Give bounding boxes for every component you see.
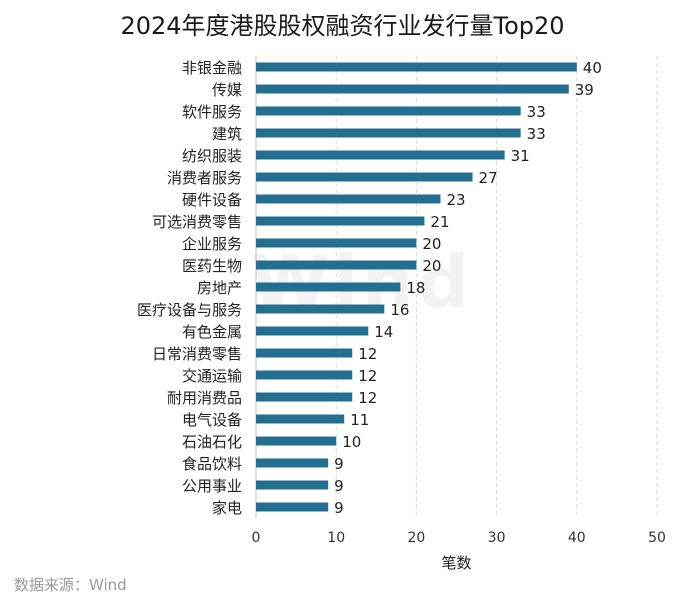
category-label: 耐用消费品 (167, 389, 242, 407)
bar-1 (256, 62, 577, 72)
bar-18 (256, 436, 337, 446)
category-label: 医药生物 (182, 257, 242, 275)
value-label: 33 (527, 103, 546, 121)
x-tick-label: 0 (252, 530, 261, 546)
category-label: 硬件设备 (182, 191, 242, 209)
source-note: 数据来源：Wind (14, 576, 127, 594)
value-label: 21 (430, 213, 449, 231)
value-label: 20 (422, 235, 441, 253)
category-label: 食品饮料 (182, 455, 242, 473)
bar-11 (256, 282, 401, 292)
bar-7 (256, 194, 441, 204)
bar-6 (256, 172, 473, 182)
value-label: 10 (342, 433, 361, 451)
bar-10 (256, 260, 417, 270)
category-label: 医疗设备与服务 (137, 301, 242, 319)
x-tick-label: 40 (568, 530, 586, 546)
value-label: 18 (406, 279, 425, 297)
value-label: 11 (350, 411, 369, 429)
bar-14 (256, 348, 353, 358)
category-label: 家电 (212, 499, 242, 517)
bar-8 (256, 216, 425, 226)
bar-3 (256, 106, 521, 116)
category-label: 企业服务 (182, 235, 242, 253)
value-label: 14 (374, 323, 393, 341)
bar-13 (256, 326, 369, 336)
category-label: 纺织服装 (182, 147, 242, 165)
value-label: 23 (446, 191, 465, 209)
value-label: 27 (479, 169, 498, 187)
x-tick-label: 30 (488, 530, 506, 546)
value-label: 12 (358, 345, 377, 363)
bar-15 (256, 370, 353, 380)
value-label: 9 (334, 477, 344, 495)
category-label: 公用事业 (182, 477, 242, 495)
category-label: 软件服务 (182, 103, 242, 121)
category-label: 建筑 (212, 125, 242, 143)
value-label: 12 (358, 389, 377, 407)
bar-9 (256, 238, 417, 248)
category-label: 房地产 (197, 279, 242, 297)
x-tick-label: 50 (648, 530, 666, 546)
category-label: 传媒 (212, 81, 242, 99)
value-label: 16 (390, 301, 409, 319)
value-label: 39 (575, 81, 594, 99)
bar-17 (256, 414, 345, 424)
value-label: 31 (511, 147, 530, 165)
bar-16 (256, 392, 353, 402)
chart-title: 2024年度港股股权融资行业发行量Top20 (120, 12, 565, 40)
bar-2 (256, 84, 569, 94)
category-label: 日常消费零售 (152, 345, 242, 363)
value-label: 9 (334, 455, 344, 473)
x-axis-title: 笔数 (441, 554, 471, 572)
bar-21 (256, 502, 329, 512)
value-label: 33 (527, 125, 546, 143)
bar-12 (256, 304, 385, 314)
bar-4 (256, 128, 521, 138)
x-tick-label: 20 (407, 530, 425, 546)
value-label: 40 (583, 59, 602, 77)
category-label: 电气设备 (182, 411, 242, 429)
category-label: 石油石化 (182, 433, 242, 451)
category-label: 有色金属 (182, 323, 242, 341)
category-label: 消费者服务 (167, 169, 242, 187)
category-label: 可选消费零售 (152, 213, 242, 231)
value-label: 9 (334, 499, 344, 517)
bar-5 (256, 150, 505, 160)
bar-20 (256, 480, 329, 490)
category-label: 非银金融 (182, 59, 242, 77)
value-label: 20 (422, 257, 441, 275)
x-tick-label: 10 (327, 530, 345, 546)
bar-19 (256, 458, 329, 468)
value-label: 12 (358, 367, 377, 385)
category-label: 交通运输 (182, 367, 242, 385)
